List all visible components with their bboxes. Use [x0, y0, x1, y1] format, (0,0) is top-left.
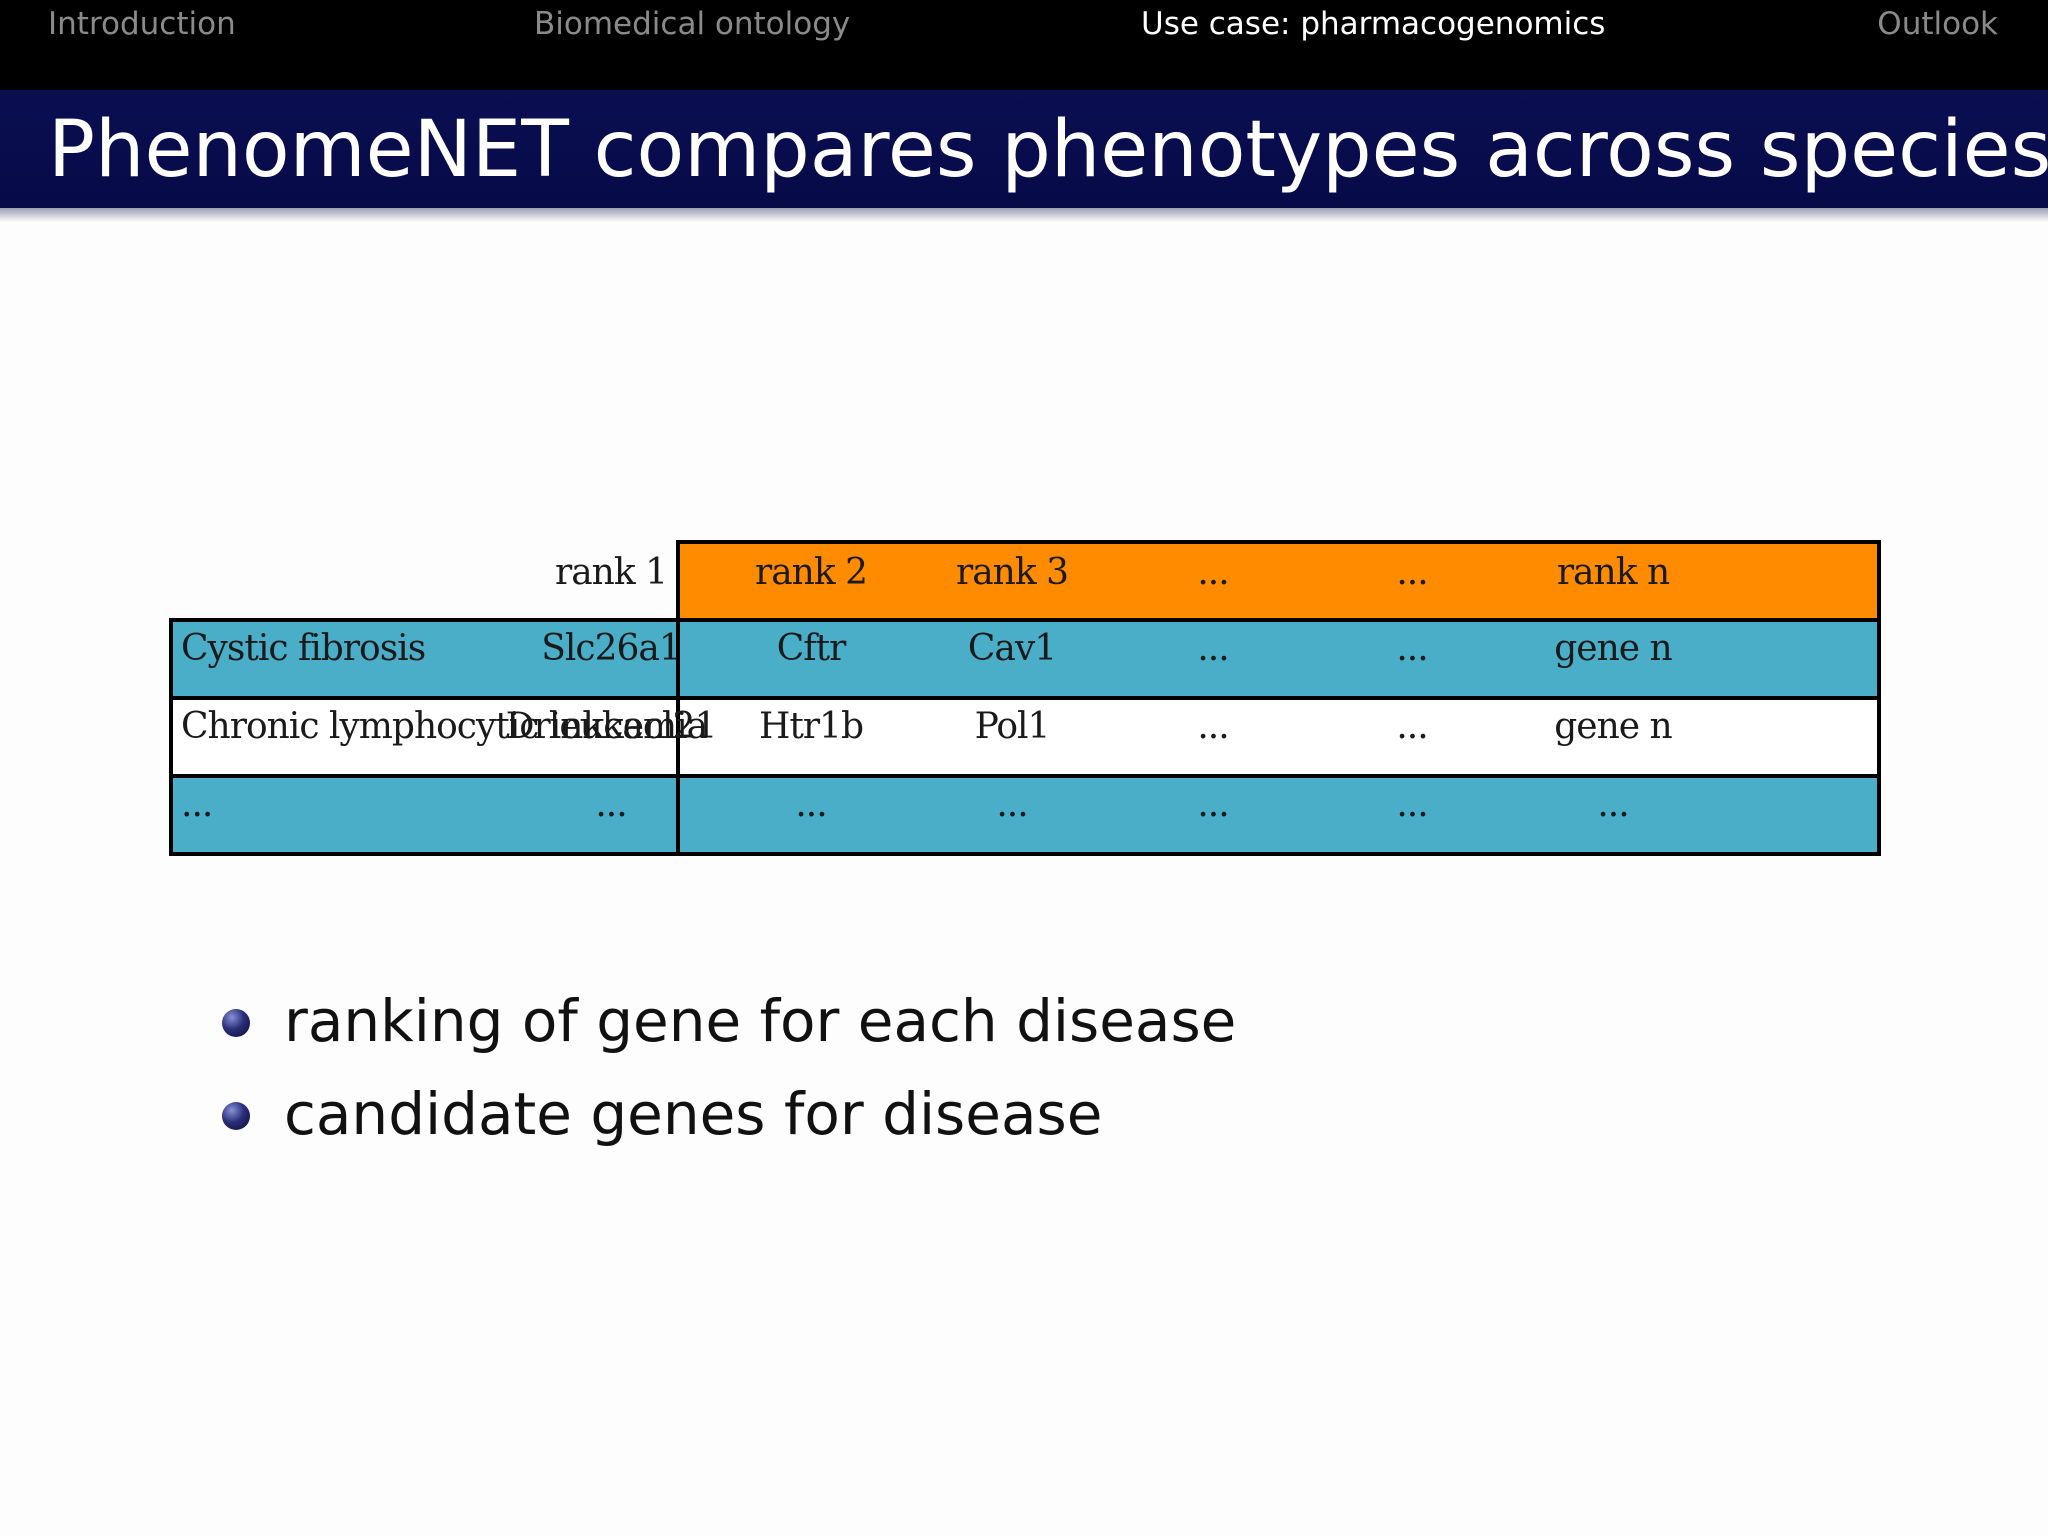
- table-cell: ...: [1396, 706, 1428, 747]
- table-row-label: ...: [181, 784, 213, 825]
- table-cell: ...: [795, 784, 827, 825]
- table-header-cell: rank 3: [955, 552, 1069, 593]
- table-cell: ...: [1197, 628, 1229, 669]
- table-cell: ...: [1197, 706, 1229, 747]
- table-cell: Slc26a1: [541, 628, 682, 669]
- table-row-label-cell: [169, 696, 680, 778]
- bullet-icon: [222, 1009, 250, 1037]
- table-row-label: Chronic lymphocytic leukemia: [181, 706, 708, 747]
- table-row-label-cell: [169, 774, 680, 856]
- table-header-cell: rank n: [1556, 552, 1670, 593]
- table-header-cell: ...: [1197, 552, 1229, 593]
- table-cell: ...: [1396, 784, 1428, 825]
- table-row-values: [676, 696, 1881, 778]
- title-bar: [0, 90, 2048, 208]
- title-bar-shadow: [0, 208, 2048, 222]
- table-header-cell: rank 1: [554, 552, 668, 593]
- table-cell: ...: [1197, 784, 1229, 825]
- nav-item-outlook[interactable]: Outlook: [1877, 6, 1998, 42]
- table-cell: Htr1b: [758, 706, 864, 747]
- bullet-text: candidate genes for disease: [284, 1080, 1103, 1148]
- table-cell: ...: [1396, 628, 1428, 669]
- table-cell: ...: [595, 784, 627, 825]
- table-header-row: [676, 540, 1881, 622]
- bullet-icon: [222, 1102, 250, 1130]
- table-cell: ...: [1597, 784, 1629, 825]
- slide-title: PhenomeNET compares phenotypes across sp…: [48, 105, 2048, 195]
- nav-item-use-case[interactable]: Use case: pharmacogenomics: [1141, 6, 1606, 42]
- table-header-cell: rank 2: [754, 552, 868, 593]
- bullet-text: ranking of gene for each disease: [284, 987, 1237, 1055]
- table-cell: Cftr: [776, 628, 847, 669]
- table-cell: Drinkcacl21: [505, 706, 718, 747]
- table-row-values: [676, 618, 1881, 700]
- table-row-label: Cystic fibrosis: [181, 628, 426, 669]
- table-header-cell: ...: [1396, 552, 1428, 593]
- table-cell: ...: [996, 784, 1028, 825]
- table-cell: gene n: [1554, 706, 1672, 747]
- table-cell: Pol1: [974, 706, 1051, 747]
- gene-ranking-table: rank 1 rank 2 rank 3...... rank n Cystic fib…: [169, 540, 1881, 857]
- nav-item-introduction[interactable]: Introduction: [48, 6, 236, 42]
- table-row-values: [676, 774, 1881, 856]
- section-navigation-bar: Introduction Biomedical ontology Use cas…: [0, 0, 2048, 90]
- table-cell: gene n: [1554, 628, 1672, 669]
- nav-item-biomedical-ontology[interactable]: Biomedical ontology: [534, 6, 851, 42]
- table-cell: Cav1: [967, 628, 1057, 669]
